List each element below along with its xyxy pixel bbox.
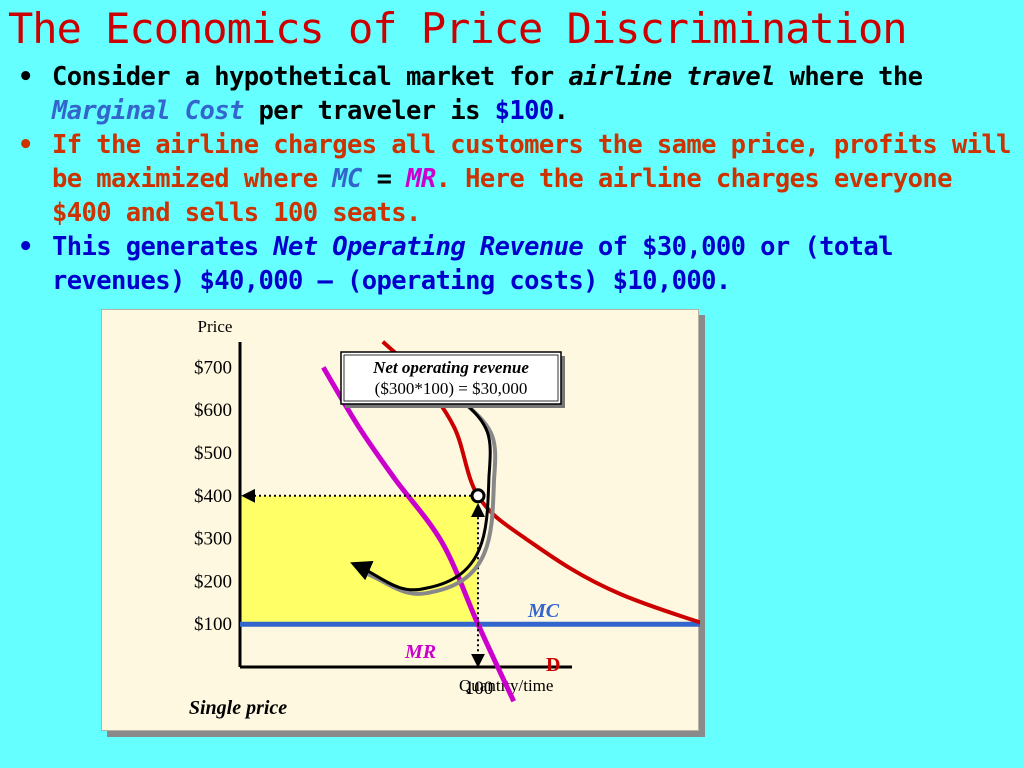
chart-caption: Single price [189, 697, 287, 719]
y-tick-label: $500 [194, 443, 232, 464]
y-tick-label: $700 [194, 357, 232, 378]
bullet-emphasis-airline-travel: airline travel [568, 62, 775, 92]
mc-curve-label: MC [527, 600, 560, 622]
bullet-text: . [553, 96, 569, 126]
annotation-box [340, 351, 562, 405]
bullet-text: Consider a hypothetical market for [52, 62, 569, 92]
bullet-emphasis-mc: MC [332, 164, 362, 194]
y-tick-label: $200 [194, 571, 232, 592]
y-tick-label: $300 [194, 529, 232, 550]
slide-title: The Economics of Price Discrimination [8, 4, 908, 53]
bullet-net-operating-revenue: • This generates Net Operating Revenue of… [18, 230, 1018, 298]
demand-curve-label: D [546, 654, 560, 676]
callout-arrow [350, 396, 492, 592]
bullet-emphasis-price: $100 [494, 96, 555, 126]
bullet-marker: • [18, 232, 33, 262]
bullet-marker: • [18, 62, 33, 92]
bullet-text: . Here the airline charges everyone $400… [52, 164, 953, 228]
mr-curve [321, 366, 516, 703]
bullet-text: of $30,000 or (total revenues) $40,000 –… [52, 232, 894, 296]
bullet-text: where the [774, 62, 923, 92]
bullet-emphasis-mr: MR [406, 164, 436, 194]
bullet-single-price: • If the airline charges all customers th… [18, 128, 1018, 230]
x-tick-labels: 100 [465, 678, 494, 699]
price-discrimination-chart: Price Quantity/time $700$600$500$400$300… [189, 317, 700, 719]
bullet-text: per traveler is [243, 96, 495, 126]
y-tick-label: $100 [194, 614, 232, 635]
bullet-text: If the airline charges all customers the… [52, 130, 1012, 194]
net-revenue-area [241, 495, 478, 625]
y-axis-label: Price [198, 317, 233, 336]
chart-panel: Price Quantity/time $700 $600 $500 $400 $300… [101, 309, 700, 731]
y-tick-label: $400 [194, 486, 232, 507]
equilibrium-point [470, 488, 486, 504]
annotation-formula: ($300*100) = $30,000 [375, 379, 528, 398]
mr-curve-label: MR [404, 641, 436, 663]
bullet-emphasis-net-operating-revenue: Net Operating Revenue [273, 232, 584, 262]
bullet-marginal-cost: • Consider a hypothetical market for airl… [18, 60, 1018, 128]
bullet-emphasis-marginal-cost: Marginal Cost [52, 96, 244, 126]
y-tick-labels: $700 $600 $500 $400 $300 $200 $100 [194, 357, 232, 635]
bullet-marker: • [18, 130, 33, 160]
bullet-text-equals: = [361, 164, 407, 194]
annotation-box-inner-border [343, 354, 559, 402]
y-tick-label: $600 [194, 400, 232, 421]
x-tick-label: 100 [465, 678, 494, 699]
bullet-text: This generates [52, 232, 274, 262]
annotation-title: Net operating revenue [372, 358, 529, 377]
bullet-list: • Consider a hypothetical market for airl… [18, 60, 1018, 298]
callout-arrow-shadow [361, 400, 498, 596]
